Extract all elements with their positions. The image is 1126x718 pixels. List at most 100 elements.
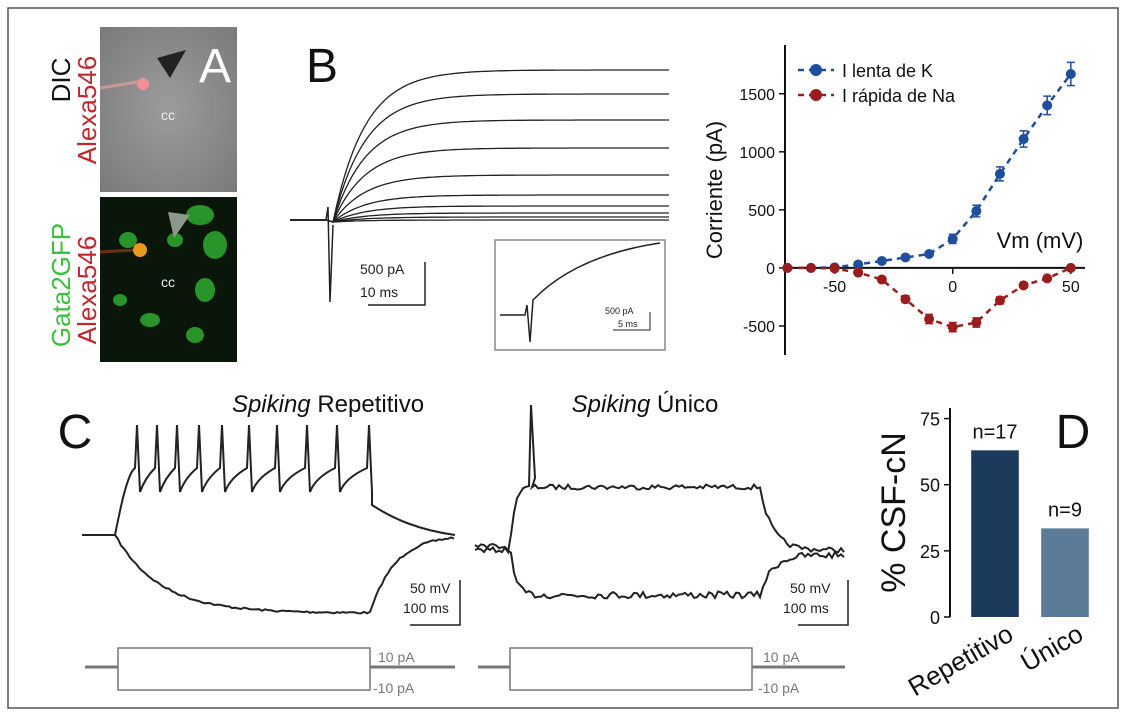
data-point xyxy=(1065,69,1076,80)
data-point xyxy=(994,295,1005,306)
data-point xyxy=(971,317,982,328)
data-point xyxy=(782,262,793,273)
data-point xyxy=(1042,100,1053,111)
capacitive-artifact xyxy=(325,206,334,303)
trace-title: Spiking Repetitivo xyxy=(232,391,424,418)
region-label: cc xyxy=(161,107,175,123)
trace-title: Spiking Único xyxy=(572,391,719,418)
legend-label: I lenta de K xyxy=(842,61,933,81)
arrowhead xyxy=(168,212,190,238)
image-label: Gata2GFP xyxy=(46,223,76,347)
scale-label: 500 pA xyxy=(360,261,405,277)
data-point xyxy=(971,206,982,217)
y-tick-label: -500 xyxy=(743,319,775,336)
data-point xyxy=(994,168,1005,179)
data-point xyxy=(900,252,911,263)
y-axis-label: Corriente (pA) xyxy=(702,121,727,259)
scale-label: 100 ms xyxy=(403,600,449,616)
y-tick-label: 75 xyxy=(920,410,940,430)
cell-marker xyxy=(133,243,147,257)
scale-bar xyxy=(368,262,426,306)
scale-label: 50 mV xyxy=(410,580,451,596)
panel-letter: C xyxy=(58,406,93,459)
data-point xyxy=(805,262,816,273)
x-tick-label: -50 xyxy=(823,279,846,296)
data-point xyxy=(876,274,887,285)
y-axis-label: % CSF-cN xyxy=(875,432,913,593)
data-point xyxy=(1042,273,1053,284)
scale-label: 50 mV xyxy=(790,580,831,596)
y-tick-label: 0 xyxy=(930,608,940,628)
y-tick-label: 500 xyxy=(748,203,775,220)
data-point xyxy=(900,294,911,305)
step-label: 10 pA xyxy=(763,649,800,665)
region-label: cc xyxy=(161,274,175,290)
data-point xyxy=(853,259,864,270)
inset-frame xyxy=(494,239,666,351)
cell-marker xyxy=(137,78,149,90)
voltage-trace xyxy=(82,424,456,536)
y-tick-label: 0 xyxy=(766,261,775,278)
y-tick-label: 1000 xyxy=(739,145,775,162)
scale-bar xyxy=(410,580,461,626)
bar-annotation: n=17 xyxy=(972,421,1017,443)
current-trace xyxy=(290,93,669,223)
data-point xyxy=(947,322,958,333)
legend-marker xyxy=(810,89,822,101)
gfp-cells xyxy=(113,205,227,343)
x-tick-label: 50 xyxy=(1062,279,1080,296)
title-rest: Repetitivo xyxy=(317,391,424,418)
step-label: -10 pA xyxy=(373,680,415,696)
title-italic: Spiking xyxy=(572,391,651,418)
panel-letter: D xyxy=(1056,406,1091,459)
title-italic: Spiking xyxy=(232,391,311,418)
step-protocol xyxy=(509,647,753,691)
data-point xyxy=(1065,262,1076,273)
voltage-trace xyxy=(114,534,455,615)
bar-annotation: n=9 xyxy=(1048,499,1082,521)
image-label: Alexa546 xyxy=(72,236,102,344)
scale-bar xyxy=(798,580,849,626)
voltage-traces xyxy=(82,404,845,615)
step-protocol xyxy=(117,647,371,691)
dic-image xyxy=(100,27,237,192)
data-point xyxy=(924,248,935,259)
bar xyxy=(1041,528,1089,617)
scale-label: 5 ms xyxy=(618,319,638,329)
step-label: 10 pA xyxy=(378,649,415,665)
data-point xyxy=(829,263,840,274)
inset-trace xyxy=(500,242,661,343)
fluorescence-image xyxy=(100,197,237,362)
y-tick-label: 1500 xyxy=(739,87,775,104)
current-trace xyxy=(290,119,669,223)
current-traces xyxy=(290,69,669,303)
image-label: DIC xyxy=(46,58,76,103)
current-trace xyxy=(290,69,669,223)
current-trace xyxy=(290,174,669,223)
arrowhead xyxy=(157,50,186,78)
x-axis-label: Vm (mV) xyxy=(997,228,1084,253)
panel-letter: A xyxy=(199,40,231,93)
current-trace xyxy=(290,205,669,223)
data-point xyxy=(853,267,864,278)
legend-marker xyxy=(810,64,822,76)
scale-label: 500 pA xyxy=(605,306,634,316)
pipette xyxy=(99,248,136,254)
scale-label: 10 ms xyxy=(360,284,398,300)
current-trace xyxy=(290,194,669,223)
data-point xyxy=(947,233,958,244)
pipette xyxy=(99,80,139,90)
data-point xyxy=(924,314,935,325)
voltage-trace xyxy=(474,404,845,555)
title-rest: Único xyxy=(657,391,718,418)
data-point xyxy=(876,255,887,266)
scale-label: 100 ms xyxy=(783,600,829,616)
panel-letter: B xyxy=(306,40,338,93)
image-label: Alexa546 xyxy=(72,56,102,164)
current-trace xyxy=(290,212,669,223)
y-tick-label: 50 xyxy=(920,476,940,496)
current-trace xyxy=(290,147,669,223)
scale-bar xyxy=(613,312,651,331)
y-tick-label: 25 xyxy=(920,542,940,562)
